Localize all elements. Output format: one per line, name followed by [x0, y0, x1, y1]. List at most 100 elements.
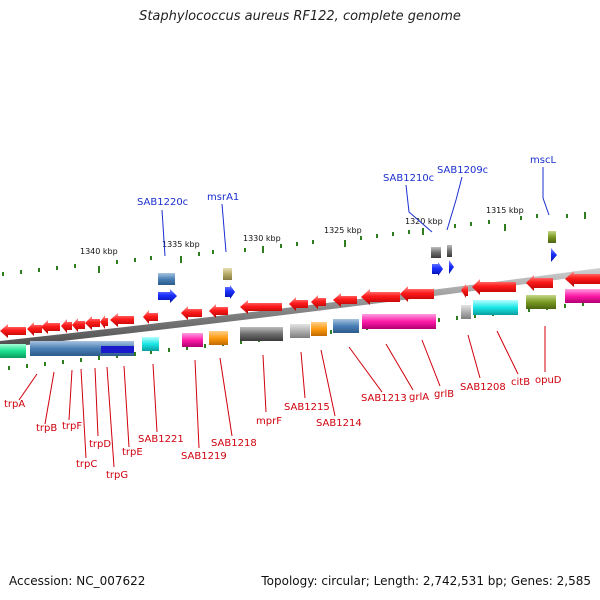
tick-mark [244, 248, 246, 252]
tick-mark [198, 252, 200, 256]
reverse-gene-arrow [181, 306, 202, 320]
gene-label-lower: grlA [409, 392, 429, 403]
gene-label-lower: trpE [122, 447, 143, 458]
forward-strand-genes [158, 231, 557, 303]
map-title: Staphylococcus aureus RF122, complete ge… [139, 9, 461, 24]
tick-mark [150, 256, 152, 260]
tick-mark [56, 266, 58, 270]
reverse-gene-arrow [27, 322, 42, 336]
reverse-gene-arrow [209, 304, 228, 318]
gene-label-lower: SAB1208 [460, 382, 506, 393]
tick-mark [134, 258, 136, 262]
tick-mark [330, 330, 332, 334]
reverse-gene-arrow [72, 318, 85, 332]
gene-label-lower: citB [511, 377, 530, 388]
tick-mark [392, 232, 394, 236]
tick-mark [504, 224, 506, 231]
gene-label-lower: grlB [434, 389, 454, 400]
cog-box [473, 300, 518, 315]
tick-mark [312, 240, 314, 244]
cog-box [362, 314, 436, 329]
gene-label-lower: SAB1215 [284, 402, 330, 413]
gene-label-lower: trpD [89, 439, 111, 450]
tick-mark [344, 240, 346, 247]
cog-box [0, 344, 26, 358]
reverse-gene-arrow [41, 320, 60, 334]
gene-label-lower: trpB [36, 423, 57, 434]
tick-mark [212, 250, 214, 254]
tick-mark [74, 264, 76, 268]
ruler-ticks [2, 212, 586, 276]
tick-mark [582, 302, 584, 306]
tick-mark [186, 346, 188, 350]
gene-label-upper: msrA1 [207, 192, 239, 203]
gene-label-upper: mscL [530, 155, 556, 166]
tick-mark [98, 356, 100, 360]
forward-gene-arrow [225, 285, 235, 299]
tick-mark [536, 214, 538, 218]
reverse-gene-arrow [289, 297, 308, 311]
tick-mark [38, 268, 40, 272]
gene-label-lower: mprF [256, 416, 282, 427]
cog-box [311, 322, 327, 336]
gene-label-lower: SAB1213 [361, 393, 407, 404]
tick-mark [62, 360, 64, 364]
tick-mark [408, 230, 410, 234]
gene-label-lower: opuD [535, 375, 562, 386]
gene-label-lower: SAB1214 [316, 418, 362, 429]
ruler-label: 1320 kbp [405, 217, 443, 226]
cog-box [565, 289, 600, 303]
tick-mark [564, 304, 566, 308]
reverse-gene-arrow [565, 271, 600, 287]
gene-label-upper: SAB1220c [137, 197, 188, 208]
reverse-gene-arrow [333, 293, 357, 307]
ruler-label: 1325 kbp [324, 226, 362, 235]
cog-box [526, 295, 556, 309]
tick-mark [262, 246, 264, 253]
reverse-gene-arrow [110, 313, 134, 327]
reverse-gene-arrow [61, 319, 72, 333]
tick-mark [456, 316, 458, 320]
reverse-gene-arrow [472, 279, 516, 295]
reverse-gene-arrow [240, 300, 282, 314]
lower-label-leaders [18, 326, 546, 468]
genome-stats-text: Topology: circular; Length: 2,742,531 bp… [261, 574, 591, 588]
forward-gene-arrow [432, 262, 443, 276]
cog-box [431, 247, 441, 258]
tick-mark [134, 352, 136, 356]
tick-mark [520, 216, 522, 220]
gene-label-upper: SAB1210c [383, 173, 434, 184]
tick-mark [376, 234, 378, 238]
tick-mark [26, 364, 28, 368]
cog-box [333, 319, 359, 333]
reverse-gene-arrow [100, 315, 108, 329]
gene-label-lower: SAB1221 [138, 434, 184, 445]
reverse-gene-arrow [461, 284, 468, 298]
tick-mark [240, 340, 242, 344]
cog-box [223, 268, 232, 280]
tick-mark [566, 214, 568, 218]
reverse-cog-boxes [0, 289, 600, 358]
tick-mark [584, 212, 586, 219]
reverse-gene-arrow [361, 289, 400, 305]
tick-mark [2, 272, 4, 276]
gene-label-lower: trpG [106, 470, 128, 481]
tick-mark [98, 266, 100, 273]
tick-mark [470, 222, 472, 226]
tick-mark [280, 244, 282, 248]
forward-gene-arrow [551, 248, 557, 262]
ruler-label: 1340 kbp [80, 247, 118, 256]
cog-box [101, 346, 134, 353]
accession-text: Accession: NC_007622 [9, 574, 146, 588]
cog-box [209, 331, 228, 345]
reverse-gene-arrow [85, 316, 100, 330]
forward-gene-arrow [158, 289, 177, 303]
cog-box [142, 337, 159, 351]
tick-mark [8, 366, 10, 370]
tick-mark [474, 314, 476, 318]
tick-mark [360, 236, 362, 240]
cog-box [158, 273, 175, 285]
gene-label-lower: trpF [62, 421, 82, 432]
ruler-label: 1330 kbp [243, 234, 281, 243]
tick-mark [150, 350, 152, 354]
